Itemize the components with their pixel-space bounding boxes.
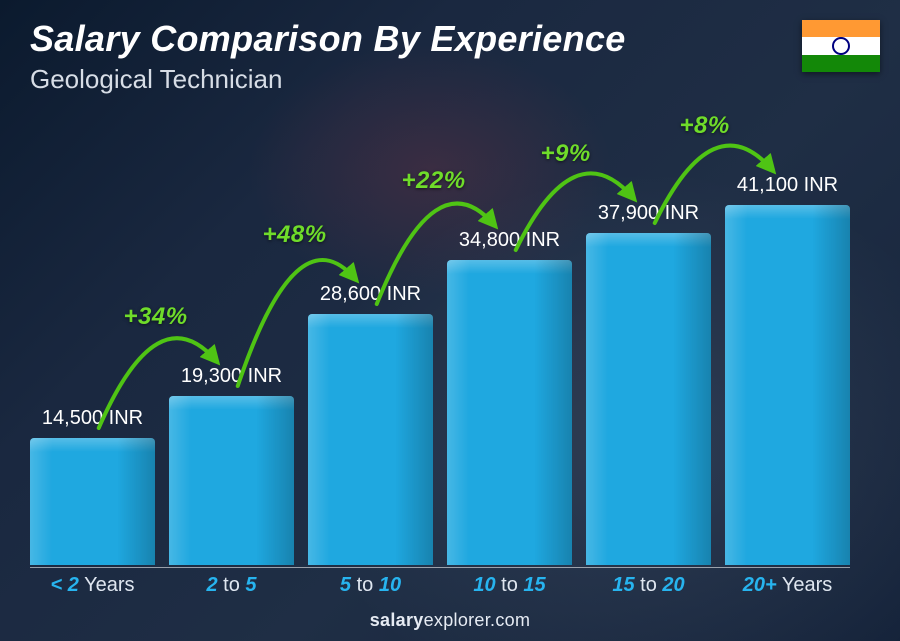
bar-column: 41,100 INR: [725, 150, 850, 565]
x-axis-label: 20+ Years: [725, 574, 850, 597]
flag-white-stripe: [802, 37, 880, 54]
ashoka-chakra-icon: [832, 37, 850, 55]
flag-green-stripe: [802, 55, 880, 72]
x-axis-label: 2 to 5: [169, 574, 294, 597]
footer-brand-bold: salary: [370, 610, 424, 630]
bar-value-label: 28,600 INR: [320, 283, 421, 306]
bar: [308, 314, 433, 565]
bar-value-label: 37,900 INR: [598, 202, 699, 225]
bar-value-label: 41,100 INR: [737, 174, 838, 197]
x-axis-label: 5 to 10: [308, 574, 433, 597]
page-title: Salary Comparison By Experience: [30, 18, 810, 60]
bar-column: 28,600 INR: [308, 150, 433, 565]
page-subtitle: Geological Technician: [30, 64, 810, 95]
bar-column: 14,500 INR: [30, 150, 155, 565]
x-axis-label: < 2 Years: [30, 574, 155, 597]
bar: [30, 438, 155, 565]
bar: [725, 205, 850, 565]
x-axis-label: 10 to 15: [447, 574, 572, 597]
increase-percentage: +8%: [680, 112, 730, 140]
bar-value-label: 14,500 INR: [42, 407, 143, 430]
bar: [169, 396, 294, 565]
bar-value-label: 19,300 INR: [181, 365, 282, 388]
country-flag-india: [802, 20, 880, 72]
x-axis-label: 15 to 20: [586, 574, 711, 597]
bar-column: 37,900 INR: [586, 150, 711, 565]
bar-value-label: 34,800 INR: [459, 229, 560, 252]
footer-brand-rest: explorer.com: [424, 610, 531, 630]
bar: [586, 233, 711, 565]
salary-bar-chart: 14,500 INR 19,300 INR 28,600 INR 34,800 INR…: [30, 150, 850, 565]
flag-saffron-stripe: [802, 20, 880, 37]
header: Salary Comparison By Experience Geologic…: [30, 18, 810, 95]
bar-column: 34,800 INR: [447, 150, 572, 565]
bar-column: 19,300 INR: [169, 150, 294, 565]
bar: [447, 260, 572, 565]
footer-attribution: salaryexplorer.com: [0, 610, 900, 631]
x-axis: < 2 Years 2 to 5 5 to 10 10 to 15 15 to 20 20…: [30, 567, 850, 597]
